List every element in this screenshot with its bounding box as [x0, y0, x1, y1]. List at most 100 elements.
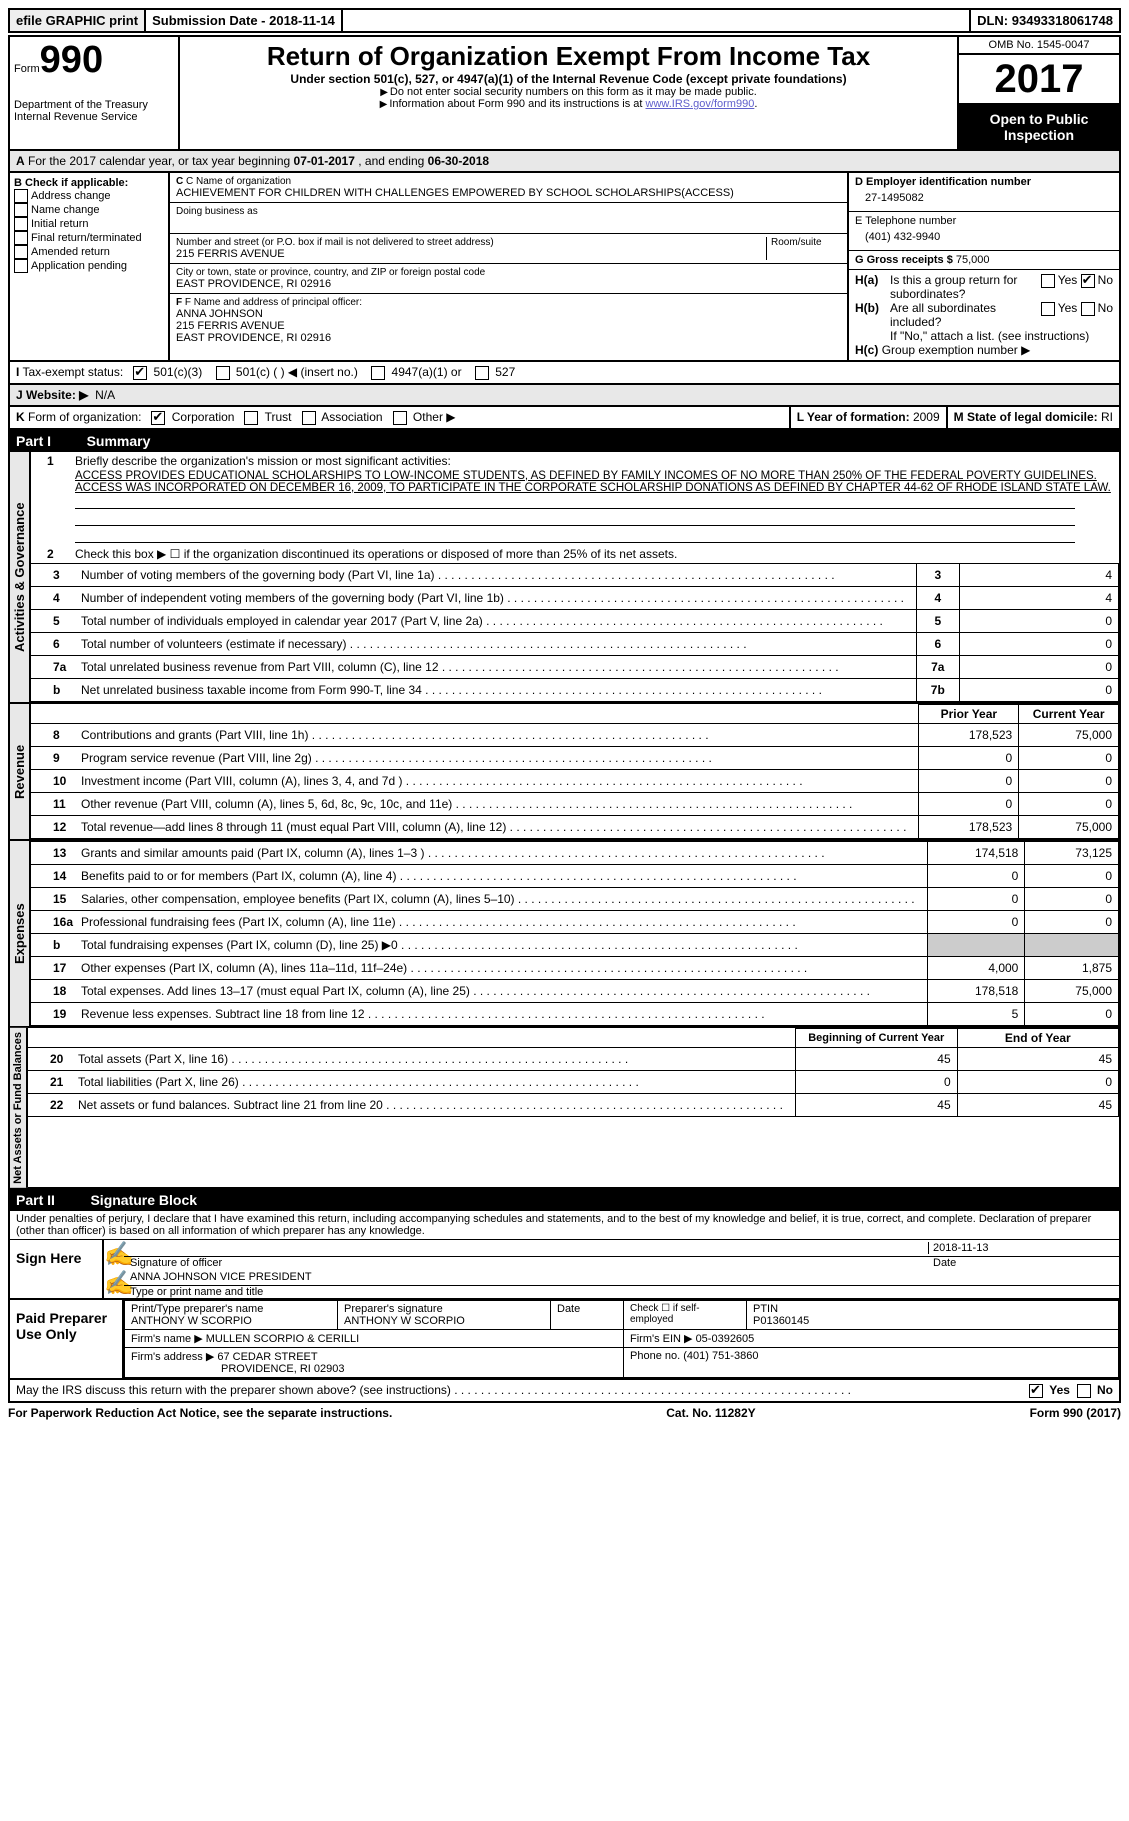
- 501c3-checkbox[interactable]: [133, 366, 147, 380]
- l1-text: Briefly describe the organization's miss…: [75, 454, 451, 468]
- j-text: Website: ▶: [26, 388, 88, 402]
- efile-print-button[interactable]: efile GRAPHIC print: [10, 10, 146, 31]
- sig-officer-label: Signature of officer: [130, 1257, 933, 1269]
- name-title-label: Type or print name and title: [124, 1286, 1119, 1298]
- officer-addr2: EAST PROVIDENCE, RI 02916: [176, 332, 841, 344]
- amended-return-checkbox[interactable]: [14, 245, 28, 259]
- officer-name: ANNA JOHNSON: [176, 308, 841, 320]
- dba-label: Doing business as: [176, 206, 841, 217]
- officer-addr1: 215 FERRIS AVENUE: [176, 320, 841, 332]
- perjury-text: Under penalties of perjury, I declare th…: [8, 1211, 1121, 1240]
- submission-date: Submission Date - 2018-11-14: [146, 10, 343, 31]
- trust-checkbox[interactable]: [244, 411, 258, 425]
- table-row: bNet unrelated business taxable income f…: [31, 678, 1119, 701]
- form-header: Form990 Department of the Treasury Inter…: [8, 35, 1121, 151]
- dln: DLN: 93493318061748: [971, 10, 1119, 31]
- ha-no-checkbox[interactable]: [1081, 274, 1095, 288]
- netassets-vert-label: Net Assets or Fund Balances: [10, 1028, 28, 1188]
- l2-num: 2: [37, 547, 75, 561]
- check-addr: Address change: [31, 190, 111, 202]
- self-employed-check: Check ☐ if self-employed: [624, 1301, 747, 1330]
- omb-number: OMB No. 1545-0047: [959, 37, 1119, 55]
- opt-trust: Trust: [265, 410, 292, 424]
- part2-label: Part II: [16, 1192, 75, 1208]
- application-pending-checkbox[interactable]: [14, 259, 28, 273]
- col-b-header: B Check if applicable:: [14, 177, 128, 189]
- irs-link[interactable]: www.IRS.gov/form990: [646, 98, 755, 110]
- blank-line: [75, 494, 1075, 509]
- firm-addr-label: Firm's address ▶: [131, 1351, 217, 1363]
- ha-yes-checkbox[interactable]: [1041, 274, 1055, 288]
- table-row: 14Benefits paid to or for members (Part …: [31, 864, 1119, 887]
- submission-value: 2018-11-14: [269, 13, 335, 28]
- final-return-checkbox[interactable]: [14, 231, 28, 245]
- table-row: 15Salaries, other compensation, employee…: [31, 887, 1119, 910]
- discuss-row: May the IRS discuss this return with the…: [8, 1380, 1121, 1403]
- table-row: 8Contributions and grants (Part VIII, li…: [31, 723, 1119, 746]
- open-to-public: Open to Public Inspection: [959, 105, 1119, 149]
- preparer-table: Print/Type preparer's name ANTHONY W SCO…: [124, 1300, 1119, 1378]
- mission-text: ACCESS PROVIDES EDUCATIONAL SCHOLARSHIPS…: [31, 470, 1119, 494]
- expenses-section: Expenses 13Grants and similar amounts pa…: [8, 841, 1121, 1028]
- tax-end: 06-30-2018: [428, 154, 489, 168]
- 527-checkbox[interactable]: [475, 366, 489, 380]
- discuss-yes-checkbox[interactable]: [1029, 1384, 1043, 1398]
- sign-block: Sign Here ✍ 2018-11-13 Signature of offi…: [8, 1240, 1121, 1300]
- prior-year-header: Prior Year: [919, 704, 1019, 723]
- 501c-checkbox[interactable]: [216, 366, 230, 380]
- corp-checkbox[interactable]: [151, 411, 165, 425]
- prep-date-label: Date: [551, 1301, 624, 1330]
- phone-value: (401) 432-9940: [855, 227, 1113, 247]
- i-label: I: [16, 365, 19, 379]
- submission-label: Submission Date -: [152, 13, 269, 28]
- opt-corp: Corporation: [172, 410, 235, 424]
- prep-sig-label: Preparer's signature: [344, 1303, 544, 1315]
- table-row: 22Net assets or fund balances. Subtract …: [28, 1093, 1119, 1116]
- form-number: 990: [40, 39, 103, 81]
- discuss-no-checkbox[interactable]: [1077, 1384, 1091, 1398]
- no-label: No: [1098, 273, 1113, 287]
- col-d: D Employer identification number 27-1495…: [847, 173, 1119, 360]
- check-initial: Initial return: [31, 218, 88, 230]
- form-subtitle: Under section 501(c), 527, or 4947(a)(1)…: [184, 72, 953, 86]
- gross-value: 75,000: [956, 254, 990, 266]
- section-a-text: For the 2017 calendar year, or tax year …: [28, 154, 294, 168]
- initial-return-checkbox[interactable]: [14, 217, 28, 231]
- firm-phone-label: Phone no.: [630, 1350, 683, 1362]
- prep-name-label: Print/Type preparer's name: [131, 1303, 331, 1315]
- officer-label: F Name and address of principal officer:: [185, 297, 362, 308]
- yes-label: Yes: [1058, 273, 1078, 287]
- table-row: 19Revenue less expenses. Subtract line 1…: [31, 1002, 1119, 1025]
- address-change-checkbox[interactable]: [14, 189, 28, 203]
- table-row: 4Number of independent voting members of…: [31, 586, 1119, 609]
- date-label: Date: [933, 1257, 1113, 1269]
- 4947-checkbox[interactable]: [371, 366, 385, 380]
- part1-label: Part I: [16, 433, 71, 449]
- hb-text: Are all subordinates included?: [890, 301, 1041, 329]
- table-row: 9Program service revenue (Part VIII, lin…: [31, 746, 1119, 769]
- prep-sig: ANTHONY W SCORPIO: [344, 1315, 544, 1327]
- table-row: 21Total liabilities (Part X, line 26) 00: [28, 1070, 1119, 1093]
- table-row: 12Total revenue—add lines 8 through 11 (…: [31, 815, 1119, 838]
- form-title: Return of Organization Exempt From Incom…: [184, 41, 953, 72]
- assoc-checkbox[interactable]: [302, 411, 316, 425]
- name-change-checkbox[interactable]: [14, 203, 28, 217]
- header-note1: Do not enter social security numbers on …: [390, 86, 757, 98]
- hb-no-checkbox[interactable]: [1081, 302, 1095, 316]
- dept-irs: Internal Revenue Service: [14, 111, 174, 123]
- l1-num: 1: [37, 454, 75, 468]
- governance-vert-label: Activities & Governance: [10, 452, 31, 702]
- hb-yes-checkbox[interactable]: [1041, 302, 1055, 316]
- officer-typed-name: ANNA JOHNSON VICE PRESIDENT: [124, 1269, 1119, 1286]
- other-checkbox[interactable]: [393, 411, 407, 425]
- table-row: 7aTotal unrelated business revenue from …: [31, 655, 1119, 678]
- dln-value: 93493318061748: [1012, 13, 1113, 28]
- header-right: OMB No. 1545-0047 2017 Open to Public In…: [957, 37, 1119, 149]
- firm-ein-label: Firm's EIN ▶: [630, 1333, 696, 1345]
- check-final: Final return/terminated: [31, 232, 142, 244]
- preparer-label: Paid Preparer Use Only: [10, 1300, 124, 1378]
- prep-name: ANTHONY W SCORPIO: [131, 1315, 331, 1327]
- m-label: M State of legal domicile:: [954, 410, 1101, 424]
- table-row: 13Grants and similar amounts paid (Part …: [31, 841, 1119, 864]
- opt-527: 527: [495, 365, 515, 379]
